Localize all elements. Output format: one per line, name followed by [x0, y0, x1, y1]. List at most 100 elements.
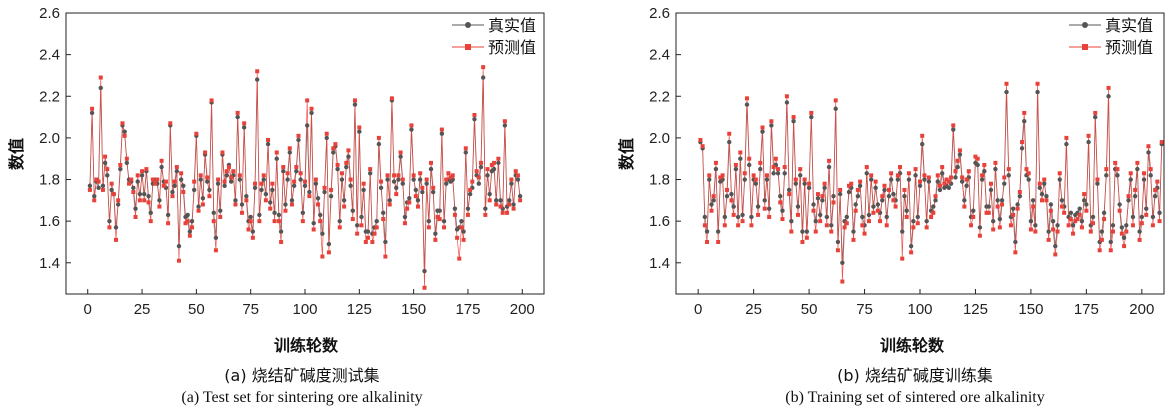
panel-a-point-predicted — [337, 225, 342, 230]
panel-a-point-predicted — [342, 204, 347, 209]
panel-a-point-predicted — [322, 185, 327, 190]
panel-b-point-predicted — [1002, 175, 1007, 180]
panel-b-point-predicted — [793, 177, 798, 182]
panel-a-point-predicted — [237, 173, 242, 178]
panel-a-point-predicted — [194, 131, 199, 136]
panel-b-point-predicted — [1124, 229, 1129, 234]
panel-b-point-predicted — [820, 194, 825, 199]
panel-b-point-actual — [1055, 223, 1060, 228]
panel-a-point-predicted — [444, 177, 449, 182]
panel-b-point-predicted — [815, 192, 820, 197]
panel-b-point-actual — [1137, 229, 1142, 234]
panel-a-point-actual — [96, 185, 101, 191]
panel-a-point-predicted — [476, 175, 481, 180]
panel-b-point-predicted — [900, 256, 905, 261]
panel-a-point-predicted — [118, 162, 123, 167]
panel-b-point-predicted — [858, 179, 863, 184]
panel-a-point-actual — [344, 164, 349, 170]
panel-a-point-predicted — [381, 217, 386, 222]
panel-b-point-actual — [786, 187, 792, 193]
panel-b-point-predicted — [1068, 217, 1073, 222]
panel-b-point-actual — [1144, 206, 1149, 211]
panel-a-x-tick-label: 25 — [134, 301, 151, 318]
panel-b-point-actual — [722, 214, 727, 220]
panel-a-point-predicted — [253, 181, 258, 186]
panel-b-point-predicted — [1051, 227, 1056, 232]
panel-b-point-predicted — [780, 217, 785, 222]
panel-b-point-predicted — [791, 115, 796, 120]
panel-a-point-actual — [228, 179, 234, 184]
panel-b-point-predicted — [893, 204, 898, 209]
panel-a-point-predicted — [289, 202, 294, 207]
panel-a-point-actual — [250, 229, 256, 234]
panel-a-point-actual — [307, 189, 312, 195]
panel-a-point-actual — [320, 231, 325, 236]
panel-b-point-predicted — [1011, 212, 1016, 217]
panel-a-point-actual — [300, 210, 306, 216]
panel-b-legend-marker-actual — [1082, 22, 1088, 28]
panel-a-point-predicted — [448, 175, 453, 180]
panel-b-point-predicted — [1013, 250, 1018, 255]
panel-a-point-predicted — [200, 202, 205, 207]
panel-b-point-predicted — [884, 223, 889, 228]
panel-a-point-predicted — [270, 181, 275, 186]
panel-a-point-predicted — [311, 227, 316, 232]
panel-b-point-actual — [833, 106, 838, 111]
panel-b-point-predicted — [1066, 223, 1071, 228]
panel-b-point-predicted — [1157, 219, 1162, 224]
panel-b-point-predicted — [1102, 217, 1107, 222]
panel-a-point-actual — [309, 110, 314, 116]
panel-a-point-actual — [407, 196, 412, 201]
panel-a-point-actual — [398, 154, 403, 159]
panel-b-point-actual — [846, 189, 852, 195]
panel-b-point-predicted — [933, 194, 938, 199]
panel-a-point-predicted — [324, 131, 329, 136]
panel-b-point-actual — [822, 185, 827, 191]
panel-b-point-actual — [784, 100, 790, 105]
panel-b-point-predicted — [995, 204, 1000, 209]
panel-a-point-actual — [133, 206, 138, 211]
panel-b-point-predicted — [878, 219, 883, 224]
panel-a-point-actual — [274, 156, 279, 161]
panel-a-point-predicted — [413, 194, 418, 199]
panel-b-point-actual — [1101, 210, 1107, 216]
panel-a-point-predicted — [387, 202, 392, 207]
panel-a-point-actual — [381, 210, 386, 216]
panel-b-point-predicted — [809, 110, 814, 115]
panel-b-point-actual — [747, 162, 752, 168]
panel-b-ticks: 0 25 50 75 100 125 150 175 200 1.4 1.6 1.8 2.0 2.2 2.4… — [649, 5, 1154, 318]
panel-b-point-predicted — [871, 210, 876, 215]
panel-a-point-actual — [287, 150, 292, 155]
panel-a-point-predicted — [163, 179, 168, 184]
panel-a-point-predicted — [483, 212, 488, 217]
panel-a-point-actual — [411, 177, 416, 182]
panel-b-point-actual — [804, 229, 810, 234]
panel-a-point-predicted — [450, 173, 455, 178]
panel-a-point-predicted — [424, 177, 429, 182]
panel-a-point-actual — [187, 229, 193, 234]
panel-b-point-actual — [853, 202, 858, 207]
panel-b-point-actual — [782, 171, 787, 176]
panel-a-point-actual — [137, 191, 143, 197]
panel-b-x-tick-label: 150 — [1018, 301, 1043, 318]
panel-b-point-predicted — [1057, 171, 1062, 176]
panel-a-point-predicted — [355, 231, 360, 236]
panel-a-point-predicted — [87, 187, 92, 192]
panel-b-point-predicted — [951, 123, 956, 128]
panel-a-point-predicted — [500, 210, 505, 215]
panel-a-point-predicted — [248, 219, 253, 224]
panel-a-y-tick-label: 2.4 — [39, 47, 60, 64]
panel-a-point-actual — [302, 183, 308, 188]
panel-a-point-predicted — [159, 158, 164, 163]
panel-b-legend-label-actual: 真实值 — [1105, 16, 1153, 35]
panel-b-point-actual — [1119, 225, 1125, 230]
panel-b-point-predicted — [813, 229, 818, 234]
panel-a-point-actual — [400, 181, 405, 186]
panel-b-point-predicted — [849, 181, 854, 186]
panel-a-point-actual — [142, 191, 147, 197]
panel-a-point-actual — [324, 135, 329, 141]
panel-b-point-predicted — [1000, 202, 1005, 207]
panel-b-point-predicted — [986, 210, 991, 215]
panel-b-point-predicted — [762, 206, 767, 211]
panel-b-point-predicted — [1020, 140, 1025, 145]
